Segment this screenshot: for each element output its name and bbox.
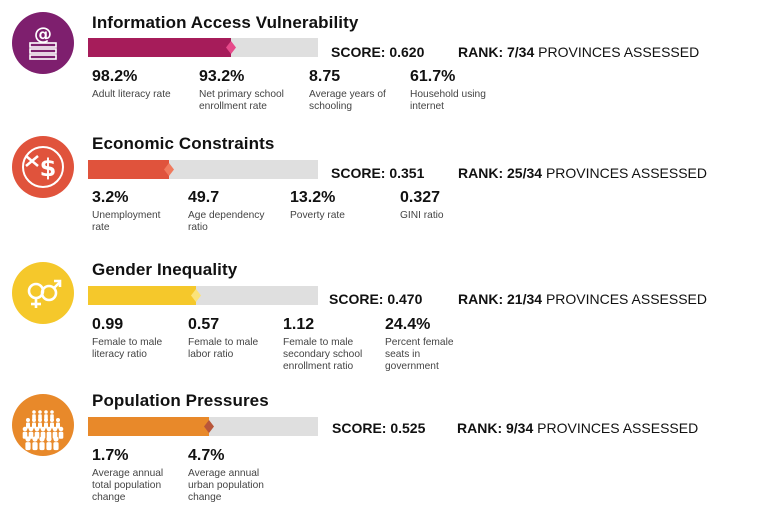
score-bar	[88, 38, 318, 57]
rank-label: RANK:	[458, 291, 504, 307]
score-text: SCORE: 0.470	[329, 291, 422, 307]
section-title: Gender Inequality	[92, 260, 238, 279]
section-title: Economic Constraints	[92, 134, 275, 153]
stat-label: Age dependency ratio	[188, 210, 265, 233]
score-bar-tip	[204, 420, 214, 433]
rank-label: RANK:	[457, 420, 503, 436]
literacy-at-icon: @	[12, 12, 74, 74]
stat-value: 0.99	[92, 316, 124, 333]
stat-label: Adult literacy rate	[92, 89, 171, 100]
score-value: 0.351	[389, 165, 425, 181]
score-value: 0.620	[389, 44, 425, 60]
stat-label: Average annual urban population change	[188, 468, 264, 503]
score-value: 0.470	[387, 291, 423, 307]
score-bar-fill	[88, 286, 196, 305]
stat-value: 0.327	[400, 189, 441, 206]
stat-label: Unemployment rate	[92, 210, 161, 233]
stat-item: 0.57 Female to male labor ratio	[188, 316, 276, 361]
dollar-sign-icon: $	[12, 136, 74, 198]
stat-value: 13.2%	[290, 189, 336, 206]
score-text: SCORE: 0.351	[331, 165, 424, 181]
stat-item: 13.2% Poverty rate	[290, 189, 382, 222]
stat-value: 0.57	[188, 316, 220, 333]
stat-item: 93.2% Net primary school enrollment rate	[199, 68, 301, 113]
rank-label: RANK:	[458, 44, 504, 60]
stat-value: 49.7	[188, 189, 220, 206]
stat-label: Female to male labor ratio	[188, 337, 259, 360]
population-crowd-icon	[12, 394, 74, 456]
score-text: SCORE: 0.525	[332, 420, 425, 436]
score-label: SCORE:	[332, 420, 387, 436]
score-bar-fill	[88, 38, 231, 57]
score-text: SCORE: 0.620	[331, 44, 424, 60]
section-title: Population Pressures	[92, 391, 269, 410]
score-bar	[88, 417, 318, 436]
rank-text: RANK: 9/34 PROVINCES ASSESSED	[457, 420, 698, 436]
stat-value: 3.2%	[92, 189, 129, 206]
rank-suffix: PROVINCES ASSESSED	[538, 44, 700, 60]
rank-text: RANK: 7/34 PROVINCES ASSESSED	[458, 44, 699, 60]
score-bar	[88, 286, 318, 305]
svg-text:@: @	[34, 24, 52, 45]
section-information-access: @ Information Access Vulnerability SCORE…	[0, 0, 765, 125]
score-label: SCORE:	[331, 44, 386, 60]
stat-label: Female to male literacy ratio	[92, 337, 163, 360]
stat-label: Household using internet	[410, 89, 486, 112]
rank-value: 21/34	[507, 291, 543, 307]
rank-suffix: PROVINCES ASSESSED	[545, 165, 707, 181]
stat-item: 1.12 Female to male secondary school enr…	[283, 316, 379, 373]
stat-label: Poverty rate	[290, 210, 345, 221]
stat-item: 24.4% Percent female seats in government	[385, 316, 467, 373]
stat-item: 4.7% Average annual urban population cha…	[188, 447, 280, 504]
score-value: 0.525	[390, 420, 426, 436]
rank-value: 25/34	[507, 165, 543, 181]
svg-text:$: $	[40, 154, 57, 182]
stat-label: Average years of schooling	[309, 89, 386, 112]
rank-label: RANK:	[458, 165, 504, 181]
stat-label: Net primary school enrollment rate	[199, 89, 284, 112]
stat-value: 1.7%	[92, 447, 129, 464]
stat-value: 24.4%	[385, 316, 431, 333]
stat-item: 3.2% Unemployment rate	[92, 189, 180, 234]
stat-item: 49.7 Age dependency ratio	[188, 189, 280, 234]
rank-text: RANK: 25/34 PROVINCES ASSESSED	[458, 165, 707, 181]
stat-item: 8.75 Average years of schooling	[309, 68, 401, 113]
section-title: Information Access Vulnerability	[92, 13, 359, 32]
rank-suffix: PROVINCES ASSESSED	[537, 420, 699, 436]
stat-item: 0.99 Female to male literacy ratio	[92, 316, 180, 361]
score-label: SCORE:	[329, 291, 384, 307]
stat-value: 8.75	[309, 68, 341, 85]
stat-value: 1.12	[283, 316, 315, 333]
stat-label: Percent female seats in government	[385, 337, 454, 372]
stat-value: 98.2%	[92, 68, 138, 85]
score-bar-tip	[164, 163, 174, 176]
stat-item: 61.7% Household using internet	[410, 68, 490, 113]
stat-label: Average annual total population change	[92, 468, 164, 503]
section-economic-constraints: $ Economic Constraints SCORE: 0.351 RANK…	[0, 0, 765, 233]
gender-symbols-icon	[12, 262, 74, 324]
rank-value: 9/34	[506, 420, 534, 436]
section-gender-inequality: Gender Inequality SCORE: 0.470 RANK: 21/…	[0, 0, 765, 372]
stat-item: 0.327 GINI ratio	[400, 189, 480, 222]
rank-text: RANK: 21/34 PROVINCES ASSESSED	[458, 291, 707, 307]
stat-item: 98.2% Adult literacy rate	[92, 68, 192, 101]
score-bar-fill	[88, 417, 209, 436]
score-label: SCORE:	[331, 165, 386, 181]
stat-value: 4.7%	[188, 447, 225, 464]
stat-label: GINI ratio	[400, 210, 444, 221]
stat-label: Female to male secondary school enrollme…	[283, 337, 363, 372]
score-bar-fill	[88, 160, 169, 179]
stat-item: 1.7% Average annual total population cha…	[92, 447, 180, 504]
score-bar-tip	[226, 41, 236, 54]
rank-value: 7/34	[507, 44, 535, 60]
stat-value: 61.7%	[410, 68, 456, 85]
section-population-pressures: Population Pressures SCORE: 0.525 RANK: …	[0, 0, 765, 503]
stat-value: 93.2%	[199, 68, 245, 85]
score-bar-tip	[191, 289, 201, 302]
score-bar	[88, 160, 318, 179]
rank-suffix: PROVINCES ASSESSED	[545, 291, 707, 307]
